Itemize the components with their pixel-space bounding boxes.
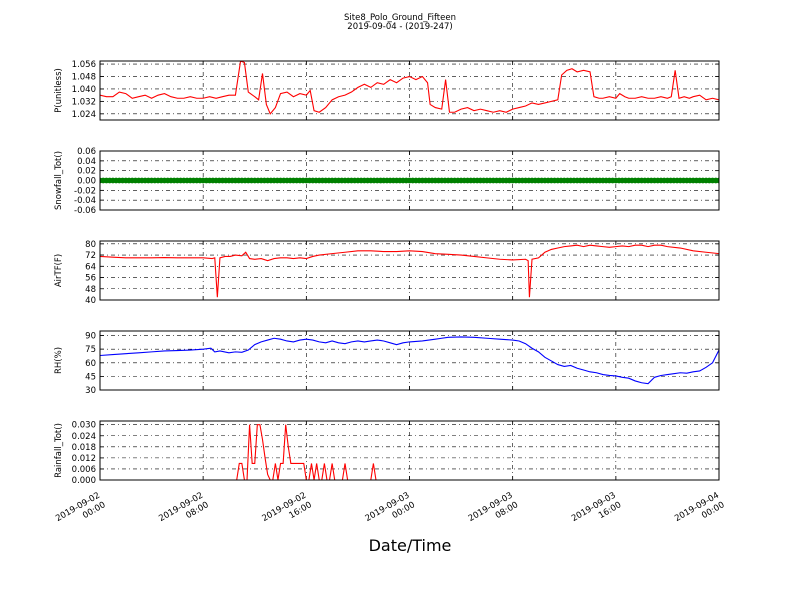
series-markers [100,177,719,184]
y-tick-label: 60 [85,359,96,369]
y-tick-label: 80 [85,240,96,250]
y-tick-label: 0.02 [77,167,96,177]
series-group [100,244,719,298]
panel-frame [99,240,720,301]
y-axis-label: RH(%) [54,347,64,374]
y-axis-label: AirTF(F) [54,254,64,287]
series-line [100,424,719,480]
panel-frame [99,420,720,481]
y-tick-label: 56 [85,274,96,284]
y-tick-label: 90 [85,332,96,342]
y-tick-label: 0.04 [77,157,96,167]
x-axis-label: Date/Time [369,536,452,555]
y-axis-label: Snowfall_Tot() [54,151,64,210]
y-tick-label: 0.012 [72,454,96,464]
y-tick-label: 75 [85,345,96,355]
y-tick-label: 0.06 [77,147,96,157]
y-axis-label: P(unitless) [54,68,64,113]
series-group [100,424,719,480]
panel-2: -0.06-0.04-0.020.000.020.040.06 Snowfall_… [54,147,720,216]
y-tick-label: 0.030 [72,421,96,431]
y-tick-label: 45 [85,372,96,382]
y-tick-label: 1.056 [72,60,96,70]
y-tick-label: 1.024 [72,110,96,120]
y-tick-label: 72 [85,251,96,261]
y-tick-label: -0.04 [74,196,96,206]
y-tick-label: 0.00 [77,177,96,187]
y-tick-label: 0.018 [72,443,96,453]
figure-title: Site8_Polo_Ground_Fifteen [344,13,456,23]
y-tick-label: 48 [85,285,96,295]
series-line [100,244,719,298]
y-tick-label: 0.024 [72,432,96,442]
y-tick-label: 1.032 [72,97,96,107]
y-axis-label: Rainfall_Tot() [54,423,64,478]
series-group [100,177,719,184]
y-tick-label: 30 [85,386,96,396]
y-tick-label: 1.048 [72,73,96,83]
y-tick-label: 1.040 [72,85,96,95]
series-line [100,336,719,385]
panel-1: 1.024 1.032 1.040 1.048 1.056 P(unitless) [54,60,720,121]
y-tick-label: -0.02 [74,186,96,196]
y-tick-label: 0.006 [72,465,96,475]
series-group [100,336,719,385]
y-tick-label: 0.000 [72,476,96,486]
y-tick-label: 40 [85,296,96,306]
y-tick-label: -0.06 [74,206,96,216]
panel-frame [99,330,720,391]
series-group [100,61,719,115]
panels: 1.024 1.032 1.040 1.048 1.056 P(unitless) -0.0… [54,60,720,486]
panel-4: 30 45 60 75 90 RH(%) [54,330,720,396]
panel-frame [99,60,720,121]
series-line [100,61,719,115]
figure-subtitle: 2019-09-04 - (2019-247) [347,22,452,32]
y-tick-label: 64 [85,262,96,272]
panel-frame [99,150,720,211]
